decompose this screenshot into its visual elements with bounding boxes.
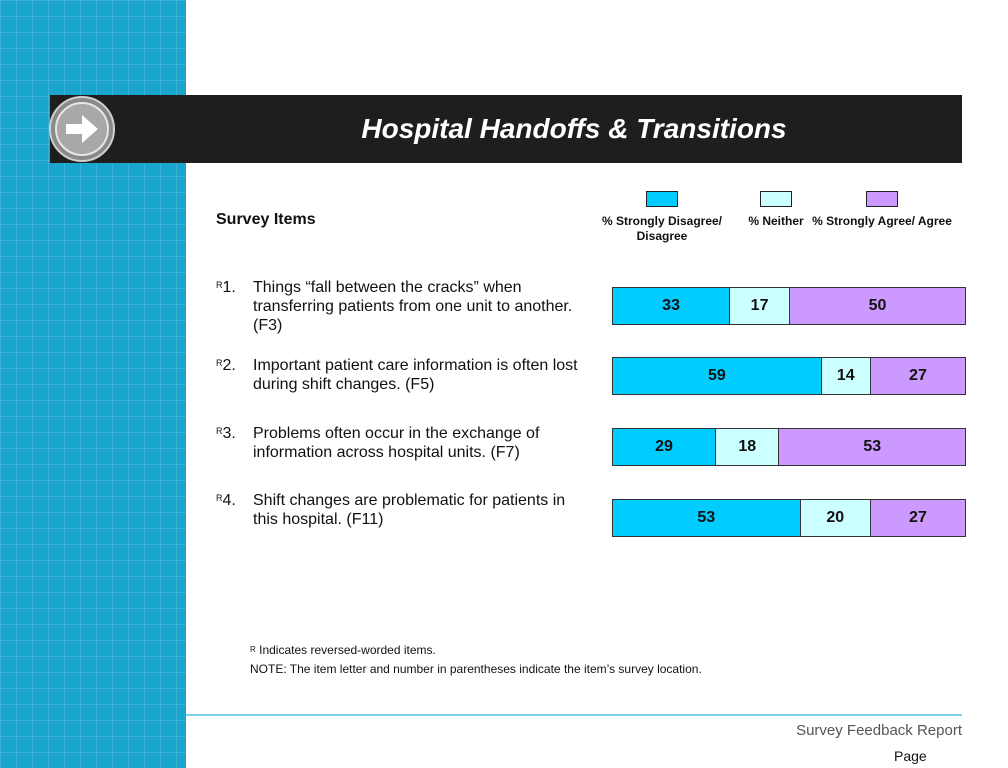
reversed-marker: R <box>250 645 256 654</box>
bar-segment-agree: 50 <box>788 288 965 324</box>
footer-report-title: Survey Feedback Report <box>796 722 962 739</box>
legend-label-neither: % Neither <box>748 214 804 228</box>
footnotes: R Indicates reversed-worded items. NOTE:… <box>250 641 702 679</box>
reversed-note-text: Indicates reversed-worded items. <box>255 643 436 657</box>
bar-segment-agree: 27 <box>869 500 965 536</box>
item-number: R2. <box>216 356 236 375</box>
survey-item-2: R2. Important patient care information i… <box>216 356 586 394</box>
stacked-bar-item-4: 53 20 27 <box>612 499 966 537</box>
item-number-label: 4. <box>222 492 236 509</box>
bar-value-label: 20 <box>826 509 845 526</box>
bar-value-label: 33 <box>662 297 680 314</box>
bar-value-label: 17 <box>750 297 769 314</box>
bar-value-label: 59 <box>707 367 726 384</box>
legend-item-disagree: % Strongly Disagree/ Disagree <box>592 191 732 244</box>
location-note: NOTE: The item letter and number in pare… <box>250 662 702 676</box>
bar-segment-agree: 53 <box>778 429 965 465</box>
bar-value-label: 53 <box>863 438 882 455</box>
bar-value-label: 14 <box>836 367 855 384</box>
bar-value-label: 29 <box>655 438 673 455</box>
stacked-bar-item-2: 59 14 27 <box>612 357 966 395</box>
reversed-marker: R <box>216 358 223 368</box>
bar-segment-disagree: 59 <box>613 358 821 394</box>
bar-segment-disagree: 33 <box>613 288 730 324</box>
item-number: R4. <box>216 491 236 510</box>
reversed-marker: R <box>216 280 223 290</box>
arrow-icon <box>49 96 115 162</box>
bar-value-label: 50 <box>868 297 887 314</box>
footer-page-label: Page <box>894 748 927 764</box>
item-number-label: 2. <box>222 357 236 374</box>
bar-segment-neither: 17 <box>729 288 789 324</box>
page-title: Hospital Handoffs & Transitions <box>361 113 787 144</box>
item-text: Things “fall between the cracks” when tr… <box>253 279 573 334</box>
legend-item-agree: % Strongly Agree/ Agree <box>812 191 952 229</box>
legend-label-disagree: % Strongly Disagree/ Disagree <box>601 214 723 243</box>
bar-segment-neither: 18 <box>715 429 779 465</box>
bar-segment-disagree: 53 <box>613 500 800 536</box>
bar-value-label: 18 <box>738 438 757 455</box>
item-number: R3. <box>216 424 236 443</box>
bar-segment-disagree: 29 <box>613 429 716 465</box>
survey-item-4: R4. Shift changes are problematic for pa… <box>216 491 586 529</box>
bar-segment-agree: 27 <box>869 358 965 394</box>
item-number-label: 3. <box>222 425 236 442</box>
stacked-bar-item-1: 33 17 50 <box>612 287 966 325</box>
bar-value-label: 27 <box>909 367 927 384</box>
legend-swatch-agree <box>866 191 898 207</box>
reversed-marker: R <box>216 493 223 503</box>
legend-label-agree: % Strongly Agree/ Agree <box>812 214 952 228</box>
bar-segment-neither: 20 <box>799 500 870 536</box>
legend-item-neither: % Neither <box>706 191 846 229</box>
survey-item-3: R3. Problems often occur in the exchange… <box>216 424 586 462</box>
item-text: Problems often occur in the exchange of … <box>253 425 540 461</box>
legend-swatch-disagree <box>646 191 678 207</box>
title-bar <box>50 95 962 163</box>
survey-items-heading: Survey Items <box>216 211 316 228</box>
item-text: Shift changes are problematic for patien… <box>253 492 566 528</box>
item-text: Important patient care information is of… <box>253 357 578 393</box>
item-number-label: 1. <box>222 279 236 296</box>
survey-item-1: R1. Things “fall between the cracks” whe… <box>216 278 586 335</box>
item-number: R1. <box>216 278 236 297</box>
bar-value-label: 53 <box>697 509 716 526</box>
stacked-bar-item-3: 29 18 53 <box>612 428 966 466</box>
legend-swatch-neither <box>760 191 792 207</box>
footer-divider <box>186 714 962 716</box>
bar-segment-neither: 14 <box>820 358 870 394</box>
reversed-marker: R <box>216 426 223 436</box>
bar-value-label: 27 <box>909 509 927 526</box>
reversed-note: R Indicates reversed-worded items. <box>250 641 702 660</box>
